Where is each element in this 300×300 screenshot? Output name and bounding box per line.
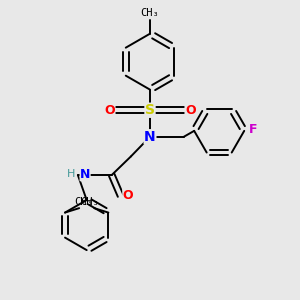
Text: S: S <box>145 103 155 117</box>
Text: F: F <box>249 123 257 136</box>
Text: CH₃: CH₃ <box>141 8 159 18</box>
Text: CH₃: CH₃ <box>80 197 99 207</box>
Text: N: N <box>80 168 90 181</box>
Text: O: O <box>123 188 133 202</box>
Text: O: O <box>104 104 115 117</box>
Text: N: N <box>144 130 156 144</box>
Text: H: H <box>67 169 75 179</box>
Text: O: O <box>185 104 196 117</box>
Text: CH₃: CH₃ <box>74 197 93 207</box>
